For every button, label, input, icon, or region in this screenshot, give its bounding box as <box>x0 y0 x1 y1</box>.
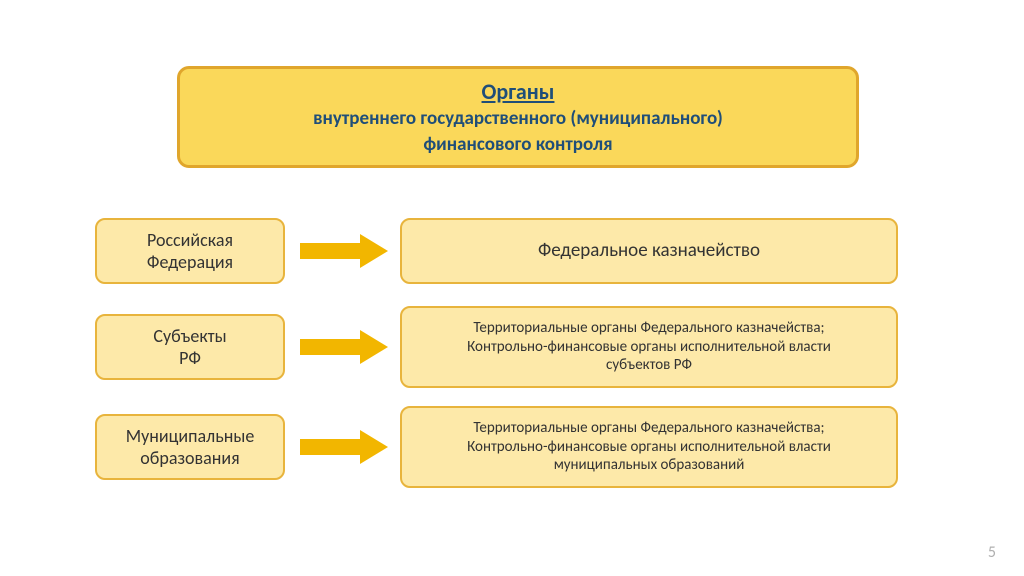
header-box: Органы внутреннего государственного (мун… <box>177 66 859 168</box>
right-box-0: Федеральное казначейство <box>400 218 898 284</box>
right-box-1: Территориальные органы Федерального казн… <box>400 306 898 388</box>
header-subtitle-1: внутреннего государственного (муниципаль… <box>313 106 723 132</box>
arrow-head-icon-2 <box>360 430 388 464</box>
arrow-head-icon-1 <box>360 330 388 364</box>
right-box-2: Территориальные органы Федерального казн… <box>400 406 898 488</box>
right-label-1: Территориальные органы Федерального казн… <box>467 319 831 375</box>
right-label-0: Федеральное казначейство <box>538 239 760 263</box>
left-label-1: СубъектыРФ <box>153 325 226 370</box>
left-box-2: Муниципальныеобразования <box>95 414 285 480</box>
arrow-0 <box>300 234 388 268</box>
arrow-head-icon-0 <box>360 234 388 268</box>
header-subtitle-2: финансового контроля <box>423 132 612 158</box>
right-label-2: Территориальные органы Федерального казн… <box>467 419 831 475</box>
arrow-1 <box>300 330 388 364</box>
arrow-2 <box>300 430 388 464</box>
page-number: 5 <box>988 543 996 562</box>
header-title: Органы <box>482 77 555 107</box>
left-label-2: Муниципальныеобразования <box>126 425 255 470</box>
arrow-shaft-0 <box>300 243 360 259</box>
left-box-1: СубъектыРФ <box>95 314 285 380</box>
arrow-shaft-1 <box>300 339 360 355</box>
left-box-0: РоссийскаяФедерация <box>95 218 285 284</box>
left-label-0: РоссийскаяФедерация <box>147 229 233 274</box>
arrow-shaft-2 <box>300 439 360 455</box>
